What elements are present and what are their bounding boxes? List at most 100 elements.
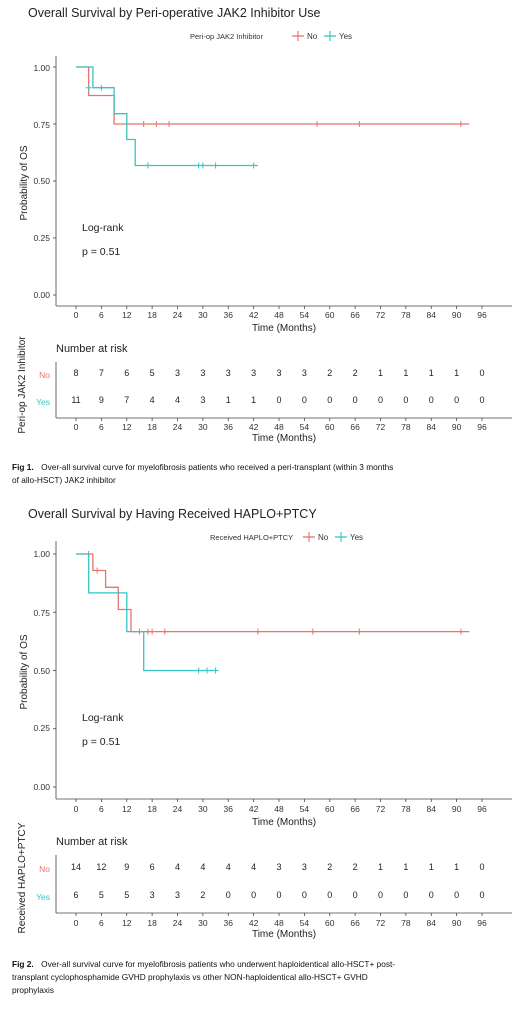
- risk-cell-yes: 2: [200, 890, 205, 900]
- logrank-label: Log-rank: [82, 222, 124, 234]
- y-tick-label: 0.75: [33, 120, 50, 130]
- km-plot: [53, 551, 470, 788]
- chart-title: Overall Survival by Having Received HAPL…: [28, 507, 317, 521]
- censor-mark: [153, 121, 160, 127]
- caption-line-2: transplant cyclophosphamide GVHD prophyl…: [12, 972, 368, 982]
- risk-cell-no: 4: [251, 862, 256, 872]
- x-tick-label: 66: [350, 804, 360, 814]
- risk-x-tick-label: 78: [401, 918, 411, 928]
- censor-mark: [356, 628, 363, 635]
- figure-2: Overall Survival by Having Received HAPL…: [12, 507, 512, 995]
- x-ticks: 0 6 12 18 24 30 36 42 48 54 60 66 72 78 84 90 96: [74, 306, 487, 320]
- x-tick-label: 72: [376, 804, 386, 814]
- x-tick-label: 72: [376, 310, 386, 320]
- risk-cell-yes: 3: [200, 395, 205, 405]
- risk-cell-yes: 0: [353, 890, 358, 900]
- risk-cell-no: 2: [327, 862, 332, 872]
- risk-cell-yes: 4: [150, 395, 155, 405]
- risk-row-label-yes: Yes: [36, 892, 50, 902]
- survival-curve-no: [76, 66, 470, 125]
- risk-cell-no: 4: [226, 862, 231, 872]
- y-axis-label: Probability of OS: [19, 634, 30, 709]
- risk-cell-no: 2: [327, 368, 332, 378]
- censor-mark: [309, 628, 316, 635]
- y-tick-label: 1.00: [33, 63, 50, 73]
- risk-cell-yes: 0: [251, 890, 256, 900]
- p-value-label: p = 0.51: [82, 246, 120, 258]
- risk-cell-no: 6: [150, 862, 155, 872]
- censor-mark: [140, 121, 147, 127]
- risk-cell-yes: 9: [99, 395, 104, 405]
- legend-title: Received HAPLO+PTCY: [210, 533, 293, 542]
- risk-cell-no: 1: [454, 862, 459, 872]
- x-tick-label: 48: [274, 310, 284, 320]
- risk-table-y-label: Received HAPLO+PTCY: [17, 822, 28, 933]
- risk-x-tick-label: 18: [147, 422, 157, 432]
- risk-cell-no: 1: [378, 368, 383, 378]
- risk-cell-yes: 0: [226, 890, 231, 900]
- risk-cell-no: 3: [175, 368, 180, 378]
- x-tick-label: 30: [198, 310, 208, 320]
- x-tick-label: 60: [325, 310, 335, 320]
- legend: Peri-op JAK2 Inhibitor No Yes: [190, 31, 352, 41]
- risk-x-tick-label: 54: [300, 422, 310, 432]
- risk-x-tick-label: 90: [452, 422, 462, 432]
- risk-cell-no: 1: [454, 368, 459, 378]
- y-axis-label: Probability of OS: [19, 145, 30, 220]
- risk-cell-yes: 0: [429, 890, 434, 900]
- risk-cell-yes: 0: [276, 395, 281, 405]
- risk-x-tick-label: 54: [300, 918, 310, 928]
- risk-x-tick-label: 96: [477, 918, 487, 928]
- risk-cell-yes: 0: [479, 395, 484, 405]
- x-tick-label: 54: [300, 310, 310, 320]
- risk-x-tick-label: 60: [325, 918, 335, 928]
- caption-line-3: prophylaxis: [12, 985, 54, 995]
- legend-label-yes: Yes: [339, 32, 352, 41]
- risk-cell-yes: 0: [327, 395, 332, 405]
- risk-x-tick-label: 72: [376, 422, 386, 432]
- risk-cell-yes: 0: [378, 890, 383, 900]
- risk-cell-yes: 0: [302, 890, 307, 900]
- x-tick-label: 78: [401, 310, 411, 320]
- risk-table-title: Number at risk: [56, 836, 128, 848]
- risk-cell-yes: 4: [175, 395, 180, 405]
- risk-x-tick-label: 42: [249, 918, 259, 928]
- risk-cell-no: 1: [429, 368, 434, 378]
- x-tick-label: 54: [300, 804, 310, 814]
- x-tick-label: 90: [452, 310, 462, 320]
- censor-mark: [161, 628, 168, 635]
- x-tick-label: 0: [74, 804, 79, 814]
- logrank-label: Log-rank: [82, 712, 124, 724]
- x-tick-label: 0: [74, 310, 79, 320]
- x-tick-label: 42: [249, 310, 259, 320]
- risk-cell-no: 6: [124, 368, 129, 378]
- risk-cell-no: 3: [276, 368, 281, 378]
- risk-cell-no: 1: [403, 862, 408, 872]
- censor-mark: [199, 162, 206, 169]
- risk-cell-no: 14: [71, 862, 81, 872]
- risk-cell-yes: 3: [150, 890, 155, 900]
- risk-x-tick-label: 72: [376, 918, 386, 928]
- censor-mark: [144, 162, 151, 169]
- risk-table-y-label: Peri-op JAK2 Inhibitor: [17, 336, 28, 434]
- censor-mark: [457, 628, 464, 635]
- risk-cell-yes: 0: [302, 395, 307, 405]
- censor-mark: [85, 84, 92, 91]
- x-tick-label: 36: [224, 804, 234, 814]
- x-tick-label: 12: [122, 804, 132, 814]
- figure-caption: Fig 1. Over-all survival curve for myelo…: [12, 457, 393, 474]
- risk-cell-no: 7: [99, 368, 104, 378]
- risk-x-tick-label: 84: [427, 918, 437, 928]
- y-tick-label: 0.00: [33, 782, 50, 792]
- censor-mark: [195, 667, 202, 674]
- risk-cell-no: 2: [353, 862, 358, 872]
- risk-cell-no: 5: [150, 368, 155, 378]
- risk-cell-no: 4: [175, 862, 180, 872]
- risk-cell-yes: 6: [73, 890, 78, 900]
- risk-cell-yes: 0: [429, 395, 434, 405]
- risk-x-tick-label: 36: [224, 918, 234, 928]
- risk-table: 8 7 6 5 3 3 3 3 3 3 2 2 1 1 1 1 011 9 7 4 4 3 1 1 0 0 0 0 0 0 0 0 0: [71, 368, 484, 405]
- risk-cell-no: 1: [378, 862, 383, 872]
- caption-line-1: Over-all survival curve for myelofibrosi…: [41, 959, 395, 969]
- censor-mark: [254, 628, 261, 635]
